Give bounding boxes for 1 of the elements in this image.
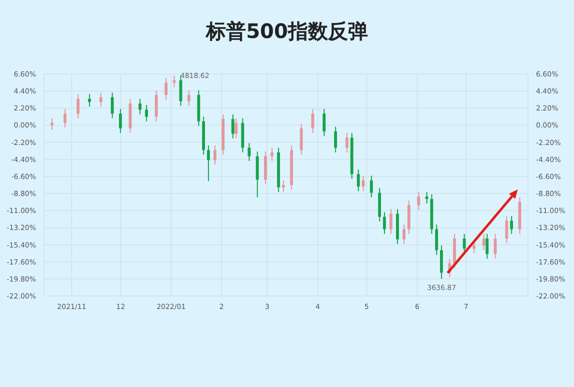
chart-title: 标普500指数反弹 — [204, 18, 369, 45]
